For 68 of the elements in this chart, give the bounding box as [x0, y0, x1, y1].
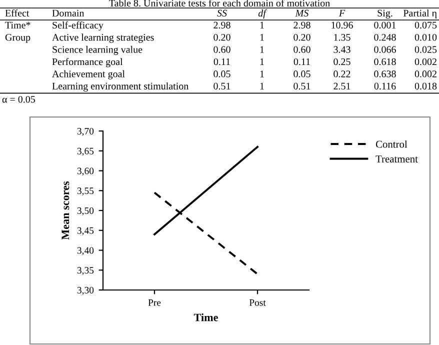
- text: 0.001: [374, 22, 396, 29]
- text: 0.05: [294, 70, 310, 78]
- text: 0.018: [414, 82, 437, 90]
- legend-label: Control: [376, 140, 408, 148]
- text: 1: [260, 70, 264, 78]
- text: Self-efficacy: [52, 21, 104, 31]
- text: Active learning strategies: [52, 34, 154, 43]
- text: Time*: [5, 22, 30, 29]
- category-label: Domain: [52, 10, 84, 17]
- text: 0.010: [414, 34, 437, 41]
- legend-label: Treatment: [376, 156, 418, 162]
- text: Group: [5, 34, 30, 43]
- x-tick-label: Post: [249, 299, 266, 306]
- text: 1: [260, 46, 264, 53]
- y-tick-label: 3,65: [77, 148, 94, 156]
- text: 0.25: [334, 58, 350, 66]
- text: 1: [260, 58, 264, 66]
- text: 0.51: [214, 82, 230, 90]
- text: 0.002: [414, 58, 436, 66]
- y-axis-title: Mean scores: [62, 181, 70, 240]
- category-label: Effect: [5, 9, 30, 17]
- y-tick-label: 3,60: [77, 168, 94, 176]
- text: Science learning value: [52, 46, 142, 55]
- text: 3.43: [334, 46, 350, 53]
- category-label: MS: [295, 10, 309, 17]
- text: 1: [260, 22, 264, 28]
- text: 0.116: [374, 82, 396, 90]
- text: 0.066: [374, 46, 396, 53]
- text: 0.60: [294, 46, 310, 53]
- text: 0.11: [294, 58, 310, 66]
- text: Performance goal: [52, 58, 123, 68]
- y-tick-label: 3,50: [77, 207, 94, 216]
- category-label: Sig.: [378, 10, 392, 19]
- y-tick-label: 3,55: [77, 188, 94, 196]
- x-axis-title: Time: [194, 313, 218, 322]
- text: 1: [260, 34, 264, 41]
- category-label: df: [258, 9, 268, 19]
- text: Achievement goal: [52, 70, 125, 80]
- text: 0.60: [214, 46, 230, 53]
- text: Learning environment stimulation: [52, 82, 188, 92]
- text: 0.51: [294, 82, 310, 90]
- category-label: Partial η: [403, 9, 436, 19]
- y-tick-label: 3,45: [77, 227, 94, 236]
- y-tick-label: 3,30: [77, 286, 94, 295]
- text: 10.96: [332, 22, 353, 29]
- y-tick-label: 3,70: [77, 128, 94, 136]
- text: 2.98: [214, 22, 230, 29]
- y-tick-label: 3,35: [77, 267, 94, 275]
- text: 0.248: [374, 34, 396, 41]
- text: 0.638: [374, 70, 396, 78]
- text: 2.98: [294, 22, 310, 29]
- text: 1: [260, 82, 264, 90]
- y-tick-label: 3,40: [77, 247, 94, 256]
- text: 0.025: [414, 46, 437, 53]
- category-label: F: [338, 10, 346, 16]
- x-tick-label: Pre: [148, 299, 161, 306]
- text: 0.22: [334, 70, 350, 78]
- text: 0.075: [414, 22, 437, 29]
- text: 0.618: [374, 58, 396, 66]
- text: α = 0.05: [2, 96, 35, 103]
- text: 0.11: [214, 58, 230, 66]
- text: 0.05: [214, 70, 230, 78]
- text: 0.20: [214, 34, 230, 41]
- text: 1.35: [334, 34, 350, 41]
- category-label: SS: [217, 10, 227, 17]
- text: 0.002: [414, 70, 436, 78]
- text: 0.20: [294, 34, 310, 41]
- text: 2.51: [334, 82, 350, 90]
